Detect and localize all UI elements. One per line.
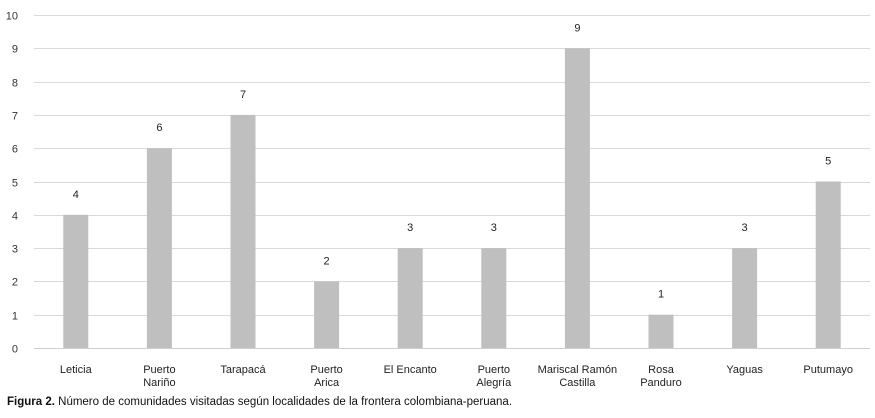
data-label: 3 (407, 222, 413, 234)
x-tick-label-line: Tarapacá (220, 364, 266, 376)
bar (481, 248, 507, 348)
y-tick-label: 4 (12, 211, 18, 223)
y-tick-label: 7 (12, 111, 18, 123)
bar (146, 148, 172, 348)
bar (815, 181, 841, 348)
x-tick-label-line: Puerto (143, 364, 175, 376)
data-label: 5 (825, 156, 831, 168)
x-tick-label: Tarapacá (220, 364, 266, 376)
figure-caption: Figura 2. Número de comunidades visitada… (7, 396, 512, 408)
data-label: 1 (658, 289, 664, 301)
x-tick-label: El Encanto (384, 364, 437, 376)
y-tick-label: 6 (12, 144, 18, 156)
data-label: 4 (73, 189, 79, 201)
y-tick-label: 10 (6, 11, 18, 23)
x-tick-label: Puerto Alegría (476, 364, 512, 389)
caption-label: Figura 2. (7, 396, 55, 408)
x-tick-label-line: Puerto (478, 364, 510, 376)
bar (314, 281, 340, 348)
y-tick-label: 5 (12, 178, 18, 190)
y-tick-label: 0 (12, 344, 18, 356)
data-label: 7 (240, 89, 246, 101)
y-tick-label: 2 (12, 277, 18, 289)
x-tick-label: Puerto Nariño (143, 364, 175, 389)
x-tick-label: Rosa Panduro (640, 364, 682, 389)
data-label: 9 (574, 22, 580, 34)
x-tick-label-line: Panduro (640, 377, 682, 389)
x-tick-label: Yaguas (726, 364, 763, 376)
x-tick-label-line: Alegría (476, 377, 512, 389)
x-tick-label: Mariscal Ramón Castilla (538, 364, 617, 389)
x-tick-label-line: Nariño (143, 377, 175, 389)
x-tick-label-line: El Encanto (384, 364, 437, 376)
x-tick-label-line: Yaguas (726, 364, 763, 376)
x-tick-label: Putumayo (803, 364, 853, 376)
data-label: 3 (491, 222, 497, 234)
y-tick-label: 1 (12, 311, 18, 323)
gridlines (34, 15, 870, 349)
x-tick-label-line: Rosa (648, 364, 675, 376)
bars (63, 48, 841, 349)
x-tick-label-line: Leticia (60, 364, 93, 376)
bar (732, 248, 758, 348)
x-tick-label-line: Putumayo (803, 364, 853, 376)
y-tick-label: 9 (12, 44, 18, 56)
bar (564, 48, 590, 349)
x-tick-label-line: Mariscal Ramón (538, 364, 617, 376)
data-label: 2 (324, 255, 330, 267)
data-label: 3 (742, 222, 748, 234)
x-tick-label-line: Puerto (310, 364, 342, 376)
bar (230, 114, 256, 349)
x-tick-label: Leticia (60, 364, 93, 376)
y-axis-ticks: 0 1 2 3 4 5 6 7 8 9 10 (6, 11, 18, 356)
x-tick-label: Puerto Arica (310, 364, 342, 389)
x-tick-label-line: Castilla (559, 377, 596, 389)
bar (63, 214, 89, 348)
x-tick-label-line: Arica (314, 377, 340, 389)
y-tick-label: 3 (12, 244, 18, 256)
bar (648, 314, 674, 348)
y-tick-label: 8 (12, 78, 18, 90)
bar (397, 248, 423, 348)
data-labels: 4 6 7 2 3 3 9 1 3 5 (73, 22, 832, 300)
caption-text: Número de comunidades visitadas según lo… (54, 396, 513, 408)
data-label: 6 (156, 122, 162, 134)
